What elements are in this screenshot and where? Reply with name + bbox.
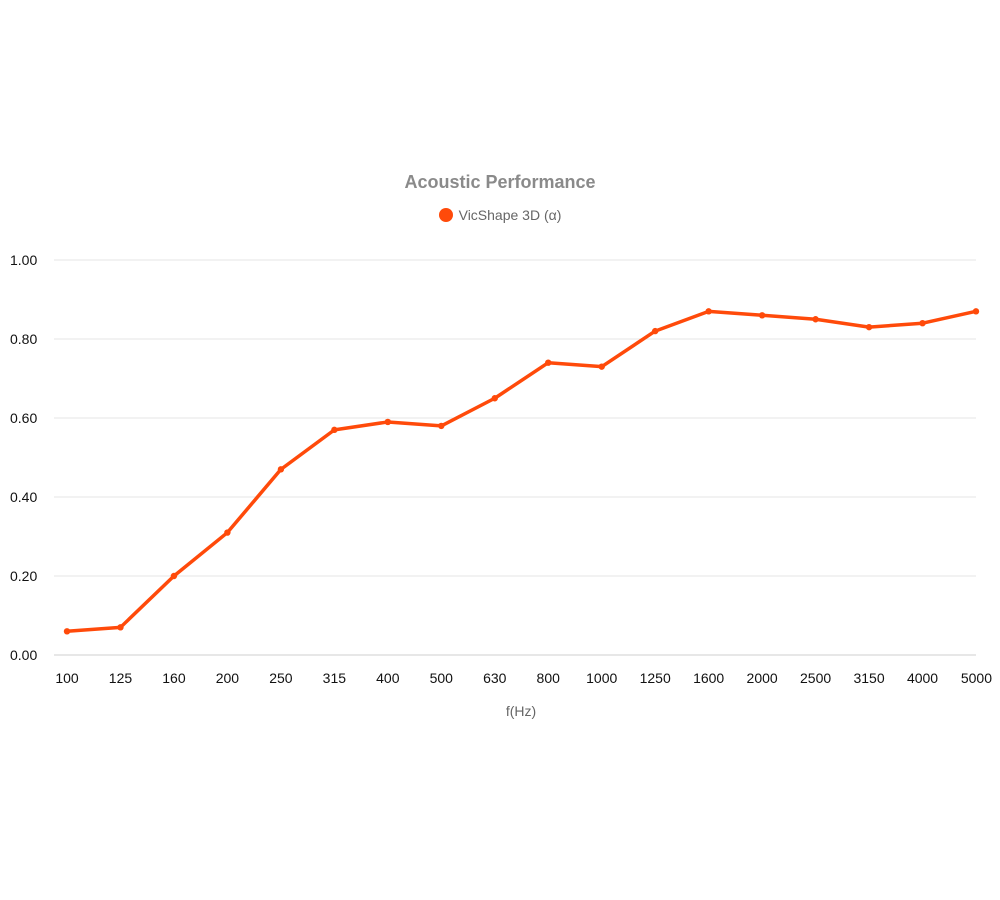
y-tick-label: 1.00 — [10, 252, 37, 268]
x-tick-label: 125 — [109, 670, 133, 686]
data-point[interactable] — [598, 363, 605, 370]
data-point[interactable] — [170, 572, 178, 580]
series-layer — [63, 308, 980, 635]
y-tick-label: 0.80 — [10, 331, 37, 347]
chart-title: Acoustic Performance — [404, 172, 596, 192]
y-axis: 0.00 0.20 0.40 0.60 0.80 1.00 — [10, 252, 37, 663]
data-point[interactable] — [705, 308, 712, 315]
data-point[interactable] — [758, 312, 766, 319]
data-point[interactable] — [812, 316, 819, 323]
y-tick-label: 0.00 — [10, 647, 37, 663]
data-point[interactable] — [331, 426, 338, 434]
data-point[interactable] — [865, 323, 873, 331]
x-tick-label: 3150 — [853, 670, 884, 686]
data-point[interactable] — [919, 320, 926, 327]
x-tick-label: 630 — [483, 670, 507, 686]
data-point[interactable] — [972, 308, 980, 315]
grid-lines — [54, 259, 976, 656]
y-tick-label: 0.20 — [10, 568, 37, 584]
x-tick-label: 200 — [216, 670, 240, 686]
data-point[interactable] — [277, 466, 285, 473]
series-line — [65, 309, 978, 634]
x-axis: 100 125 160 200 250 315 400 500 630 800 1000 1250 16… — [55, 670, 992, 686]
data-point[interactable] — [651, 327, 659, 335]
x-tick-label: 500 — [430, 670, 454, 686]
data-point[interactable] — [545, 359, 552, 366]
x-tick-label: 400 — [376, 670, 400, 686]
data-point[interactable] — [224, 529, 231, 536]
x-tick-label: 800 — [537, 670, 561, 686]
x-tick-label: 2500 — [800, 670, 831, 686]
legend-swatch — [438, 208, 453, 222]
legend-label: VicShape 3D (α) — [458, 207, 562, 223]
x-tick-label: 1600 — [693, 670, 724, 686]
x-tick-label: 1000 — [586, 670, 617, 686]
x-tick-label: 315 — [323, 670, 347, 686]
data-point[interactable] — [63, 628, 71, 635]
data-point[interactable] — [491, 395, 498, 402]
data-point[interactable] — [384, 418, 392, 426]
x-tick-label: 2000 — [747, 670, 778, 686]
x-tick-label: 250 — [269, 670, 293, 686]
y-tick-label: 0.60 — [10, 410, 37, 426]
data-point[interactable] — [438, 422, 445, 430]
x-tick-label: 1250 — [640, 670, 671, 686]
x-tick-label: 100 — [55, 670, 79, 686]
chart-legend[interactable]: VicShape 3D (α) — [0, 207, 1000, 223]
data-point[interactable] — [117, 624, 124, 631]
x-tick-label: 4000 — [907, 670, 938, 686]
y-tick-label: 0.40 — [10, 489, 37, 505]
x-tick-label: 5000 — [961, 670, 992, 686]
x-tick-label: 160 — [162, 670, 186, 686]
x-axis-title: f(Hz) — [506, 703, 536, 719]
